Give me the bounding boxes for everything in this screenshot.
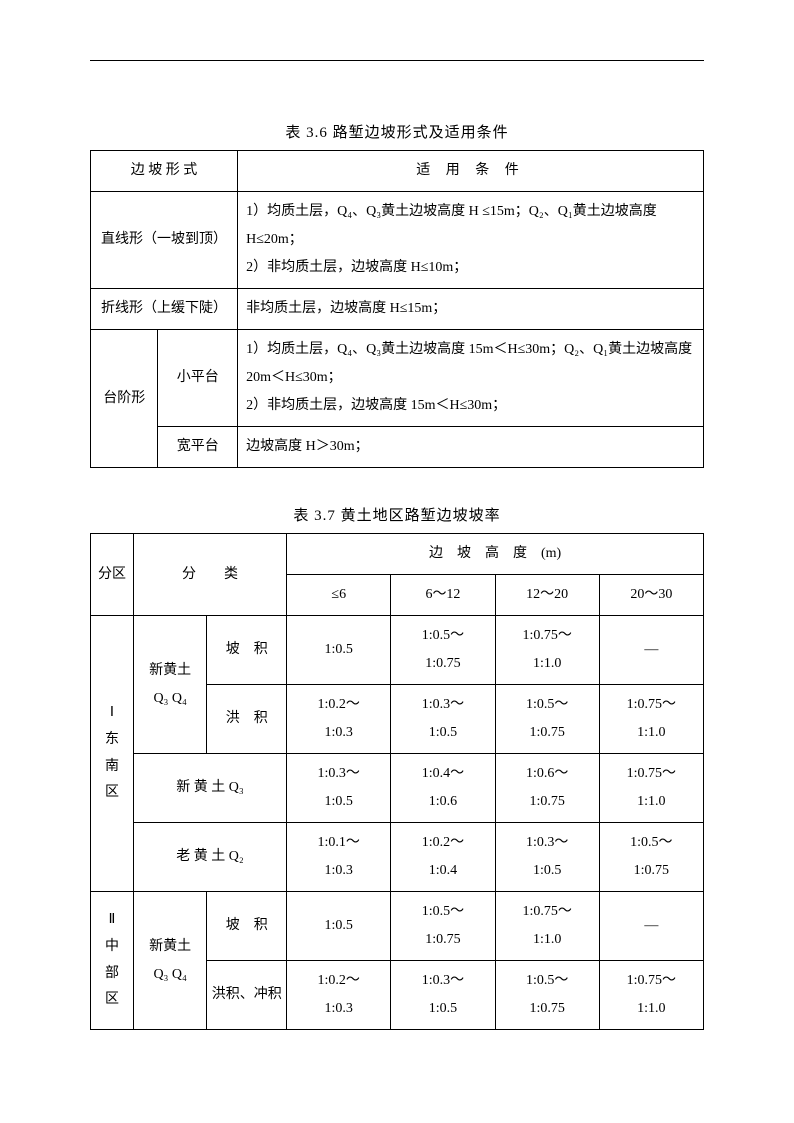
th-c2: 6～12	[391, 575, 495, 616]
c: 1:0.75～ 1:1.0	[495, 616, 599, 685]
c: 1:0.75～ 1:1.0	[599, 961, 703, 1030]
c: 1:0.3～ 1:0.5	[391, 961, 495, 1030]
c: 1:0.5～ 1:0.75	[495, 961, 599, 1030]
table-3-6-caption: 表 3.6 路堑边坡形式及适用条件	[90, 121, 704, 142]
c: 1:0.4～ 1:0.6	[391, 754, 495, 823]
z2g1: 新黄土 Q₃ Q₄	[133, 892, 207, 1030]
c: 1:0.5～ 1:0.75	[599, 823, 703, 892]
t1-r3-b2: 宽平台	[158, 427, 238, 468]
z1g1a: 坡 积	[207, 616, 287, 685]
c: —	[599, 892, 703, 961]
c: 1:0.2～ 1:0.3	[287, 685, 391, 754]
zone2: Ⅱ 中 部 区	[91, 892, 134, 1030]
table-3-7-caption: 表 3.7 黄土地区路堑边坡坡率	[90, 504, 704, 525]
c: 1:0.3～ 1:0.5	[287, 754, 391, 823]
th-cond: 适 用 条 件	[238, 151, 704, 192]
th-form: 边 坡 形 式	[91, 151, 238, 192]
c: 1:0.5～ 1:0.75	[495, 685, 599, 754]
c: 1:0.6～ 1:0.75	[495, 754, 599, 823]
z2g1a: 坡 积	[207, 892, 287, 961]
z1g2: 新 黄 土 Q₃	[133, 754, 286, 823]
c: 1:0.1～ 1:0.3	[287, 823, 391, 892]
c: 1:0.3～ 1:0.5	[391, 685, 495, 754]
th-zone: 分区	[91, 534, 134, 616]
c: —	[599, 616, 703, 685]
page: 表 3.6 路堑边坡形式及适用条件 边 坡 形 式 适 用 条 件 直线形（一坡…	[0, 0, 794, 1090]
th-class: 分 类	[133, 534, 286, 616]
c: 1:0.2～ 1:0.4	[391, 823, 495, 892]
t1-r2-cond: 非均质土层，边坡高度 H≤15m；	[238, 289, 704, 330]
th-c3: 12～20	[495, 575, 599, 616]
z1g3: 老 黄 土 Q₂	[133, 823, 286, 892]
c: 1:0.75～ 1:1.0	[495, 892, 599, 961]
c: 1:0.3～ 1:0.5	[495, 823, 599, 892]
t1-r3-c2: 边坡高度 H＞30m；	[238, 427, 704, 468]
z2g1b: 洪积、冲积	[207, 961, 287, 1030]
th-c1: ≤6	[287, 575, 391, 616]
z1g1: 新黄土 Q₃ Q₄	[133, 616, 207, 754]
th-height: 边 坡 高 度 (m)	[287, 534, 704, 575]
t1-r3-c1: 1）均质土层，Q₄、Q₃黄土边坡高度 15m＜H≤30m；Q₂、Q₁黄土边坡高度…	[238, 330, 704, 427]
table-3-6: 边 坡 形 式 适 用 条 件 直线形（一坡到顶） 1）均质土层，Q₄、Q₃黄土…	[90, 150, 704, 468]
c: 1:0.5～ 1:0.75	[391, 892, 495, 961]
t1-r1-cond: 1）均质土层，Q₄、Q₃黄土边坡高度 H ≤15m；Q₂、Q₁黄土边坡高度 H≤…	[238, 192, 704, 289]
header-rule	[90, 60, 704, 61]
t1-r2-form: 折线形（上缓下陡）	[91, 289, 238, 330]
t1-r1-form: 直线形（一坡到顶）	[91, 192, 238, 289]
c: 1:0.75～ 1:1.0	[599, 754, 703, 823]
zone1: Ⅰ 东 南 区	[91, 616, 134, 892]
c: 1:0.2～ 1:0.3	[287, 961, 391, 1030]
c: 1:0.5～ 1:0.75	[391, 616, 495, 685]
t1-r3-a: 台阶形	[91, 330, 158, 468]
c: 1:0.75～ 1:1.0	[599, 685, 703, 754]
z1g1b: 洪 积	[207, 685, 287, 754]
c: 1:0.5	[287, 892, 391, 961]
th-c4: 20～30	[599, 575, 703, 616]
c: 1:0.5	[287, 616, 391, 685]
t1-r3-b1: 小平台	[158, 330, 238, 427]
table-3-7: 分区 分 类 边 坡 高 度 (m) ≤6 6～12 12～20 20～30 Ⅰ…	[90, 533, 704, 1030]
